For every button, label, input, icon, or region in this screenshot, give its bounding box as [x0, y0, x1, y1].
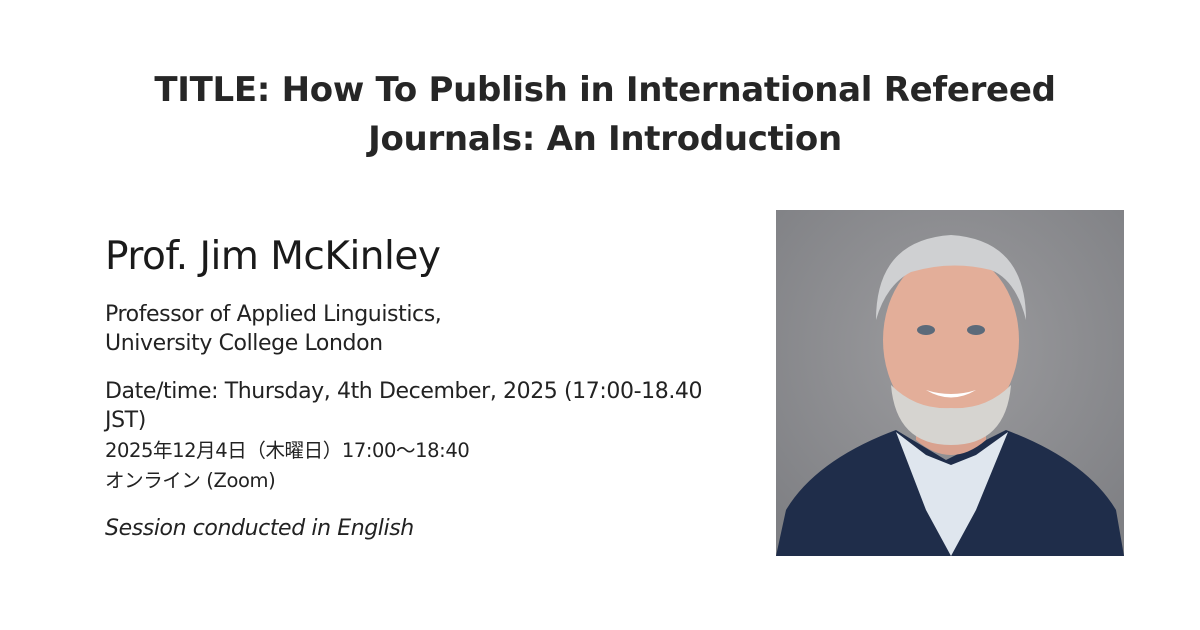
event-details-jp: 2025年12月4日（木曜日）17:00～18:40 オンライン (Zoom): [105, 436, 470, 496]
speaker-institution: University College London: [105, 331, 383, 356]
event-datetime-en: Date/time: Thursday, 4th December, 2025 …: [105, 379, 703, 433]
event-venue: オンライン (Zoom): [105, 469, 276, 492]
speaker-affiliation: Professor of Applied Linguistics, Univer…: [105, 300, 442, 358]
event-datetime-jp: 2025年12月4日（木曜日）17:00～18:40: [105, 439, 470, 462]
speaker-name: Prof. Jim McKinley: [105, 234, 441, 279]
speaker-photo: [776, 210, 1124, 556]
language-note: Session conducted in English: [105, 516, 414, 541]
event-title: TITLE: How To Publish in International R…: [154, 70, 1056, 159]
speaker-position: Professor of Applied Linguistics,: [105, 302, 442, 327]
